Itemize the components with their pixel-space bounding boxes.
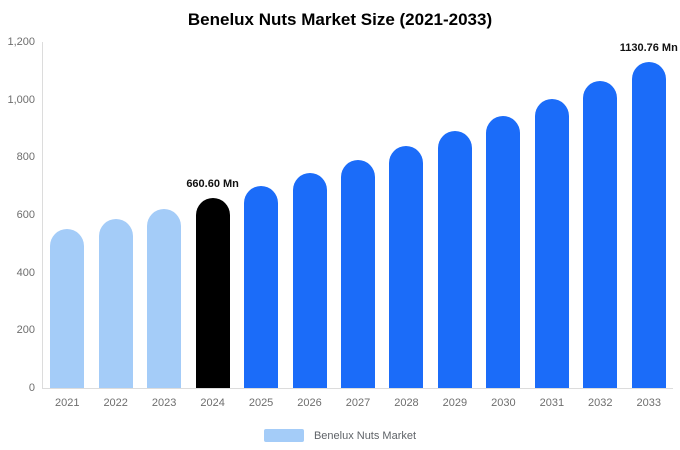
bar-2021[interactable]: [50, 228, 85, 388]
x-axis-label-2023: 2023: [151, 397, 177, 409]
legend-label: Benelux Nuts Market: [313, 429, 417, 442]
x-axis-label-2026: 2026: [297, 397, 322, 409]
x-axis-label-2021: 2021: [54, 397, 80, 409]
y-axis-tick-label: 1,000: [7, 93, 35, 106]
bar-2022[interactable]: [98, 219, 133, 388]
x-axis-label-2027: 2027: [345, 397, 371, 409]
bar-2023[interactable]: [147, 208, 182, 388]
x-axis-label-2032: 2032: [588, 397, 613, 409]
x-axis-label-2022: 2022: [103, 397, 128, 409]
bar-value-label: 660.60 Mn: [186, 177, 239, 190]
y-axis-tick-label: 800: [16, 151, 35, 164]
bar-value-label: 1130.76 Mn: [619, 41, 678, 54]
bar-2026[interactable]: [292, 173, 327, 388]
bar-2028[interactable]: [389, 146, 424, 388]
x-axis-label-2025: 2025: [248, 397, 274, 409]
plot-area: 0 200 400 600 800 1,000 1,200 2021 2022 2023 2024 2…: [7, 36, 677, 409]
bar-2032[interactable]: [583, 80, 618, 388]
x-axis-label-2033: 2033: [636, 397, 661, 409]
legend[interactable]: Benelux Nuts Market: [0, 429, 680, 442]
x-axis-label-2030: 2030: [491, 397, 516, 409]
bar-2031[interactable]: [534, 98, 569, 388]
x-axis-label-2031: 2031: [539, 397, 565, 409]
x-axis-label-2029: 2029: [442, 397, 468, 409]
y-axis-tick-label: 400: [16, 266, 35, 279]
y-axis-tick-label: 0: [28, 382, 35, 394]
chart-title: Benelux Nuts Market Size (2021-2033): [187, 10, 493, 29]
bar-2030[interactable]: [486, 115, 521, 388]
y-axis-tick-label: 600: [16, 209, 35, 221]
bar-2033[interactable]: [631, 61, 666, 388]
legend-swatch: [263, 429, 304, 442]
x-axis-label-2028: 2028: [394, 397, 419, 409]
y-axis-tick-label: 1,200: [7, 36, 35, 48]
bar-2029[interactable]: [437, 131, 472, 388]
y-axis-tick-label: 200: [16, 324, 35, 337]
bar-2027[interactable]: [341, 160, 375, 388]
bar-2025[interactable]: [244, 185, 279, 388]
x-axis-label-2024: 2024: [200, 397, 225, 409]
bar-2024[interactable]: [195, 197, 230, 388]
